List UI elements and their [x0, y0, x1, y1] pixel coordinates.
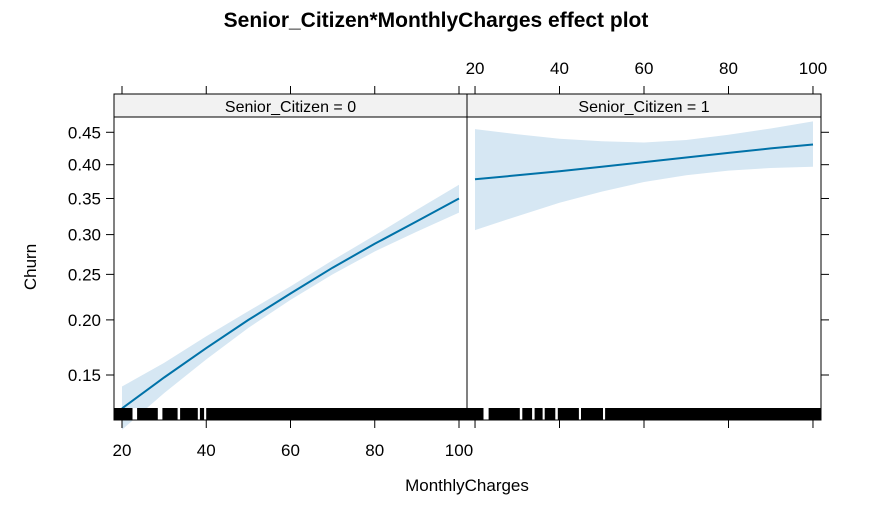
x-tick-label-top-3: 60	[635, 59, 654, 78]
rug-gap-panel-1-5	[204, 408, 207, 420]
x-tick-label-bottom-2: 40	[197, 441, 216, 460]
strip-label-panel-2: Senior_Citizen = 1	[578, 99, 709, 116]
rug-gap-panel-2-1	[483, 408, 489, 420]
rug-gap-panel-2-6	[578, 408, 581, 420]
effect-line-panel-2	[474, 143, 814, 181]
rug-gap-panel-1-3	[177, 408, 181, 420]
plot-layer: Senior_Citizen = 0 Senior_Citizen = 1 20 20…	[68, 59, 829, 460]
rug-gap-panel-2-4	[542, 408, 545, 420]
y-tick-label-6: 0.40	[68, 156, 101, 175]
rug-gap-panel-1-1	[132, 408, 138, 420]
x-tick-label-top-5: 100	[799, 59, 827, 78]
strip-label-panel-1: Senior_Citizen = 0	[225, 99, 356, 116]
rug-gap-panel-1-4	[197, 408, 200, 420]
rug-gap-panel-1-2	[157, 408, 163, 420]
x-tick-label-bottom-4: 80	[365, 441, 384, 460]
y-tick-label-1: 0.15	[68, 366, 101, 385]
x-tick-label-bottom-3: 60	[281, 441, 300, 460]
x-tick-label-top-4: 80	[719, 59, 738, 78]
rug-gap-panel-2-7	[603, 408, 606, 420]
y-axis-title: Churn	[21, 244, 40, 290]
x-tick-label-top-1: 20	[466, 59, 485, 78]
y-tick-label-7: 0.45	[68, 123, 101, 142]
effect-line-panel-1	[121, 197, 460, 410]
rug-gap-panel-2-5	[555, 408, 558, 420]
y-tick-label-4: 0.30	[68, 226, 101, 245]
x-tick-label-bottom-1: 20	[113, 441, 132, 460]
y-tick-label-2: 0.20	[68, 311, 101, 330]
chart-title: Senior_Citizen*MonthlyCharges effect plo…	[224, 9, 649, 32]
y-tick-label-3: 0.25	[68, 265, 101, 284]
x-axis-title: MonthlyCharges	[405, 476, 529, 495]
x-tick-label-bottom-5: 100	[445, 441, 473, 460]
rug-panel-1	[114, 408, 467, 420]
x-tick-label-top-2: 40	[550, 59, 569, 78]
confidence-band-panel-1	[122, 184, 459, 430]
y-tick-label-5: 0.35	[68, 189, 101, 208]
confidence-band-panel-2	[475, 121, 813, 231]
rug-gap-panel-2-3	[532, 408, 535, 420]
rug-gap-panel-2-2	[519, 408, 523, 420]
